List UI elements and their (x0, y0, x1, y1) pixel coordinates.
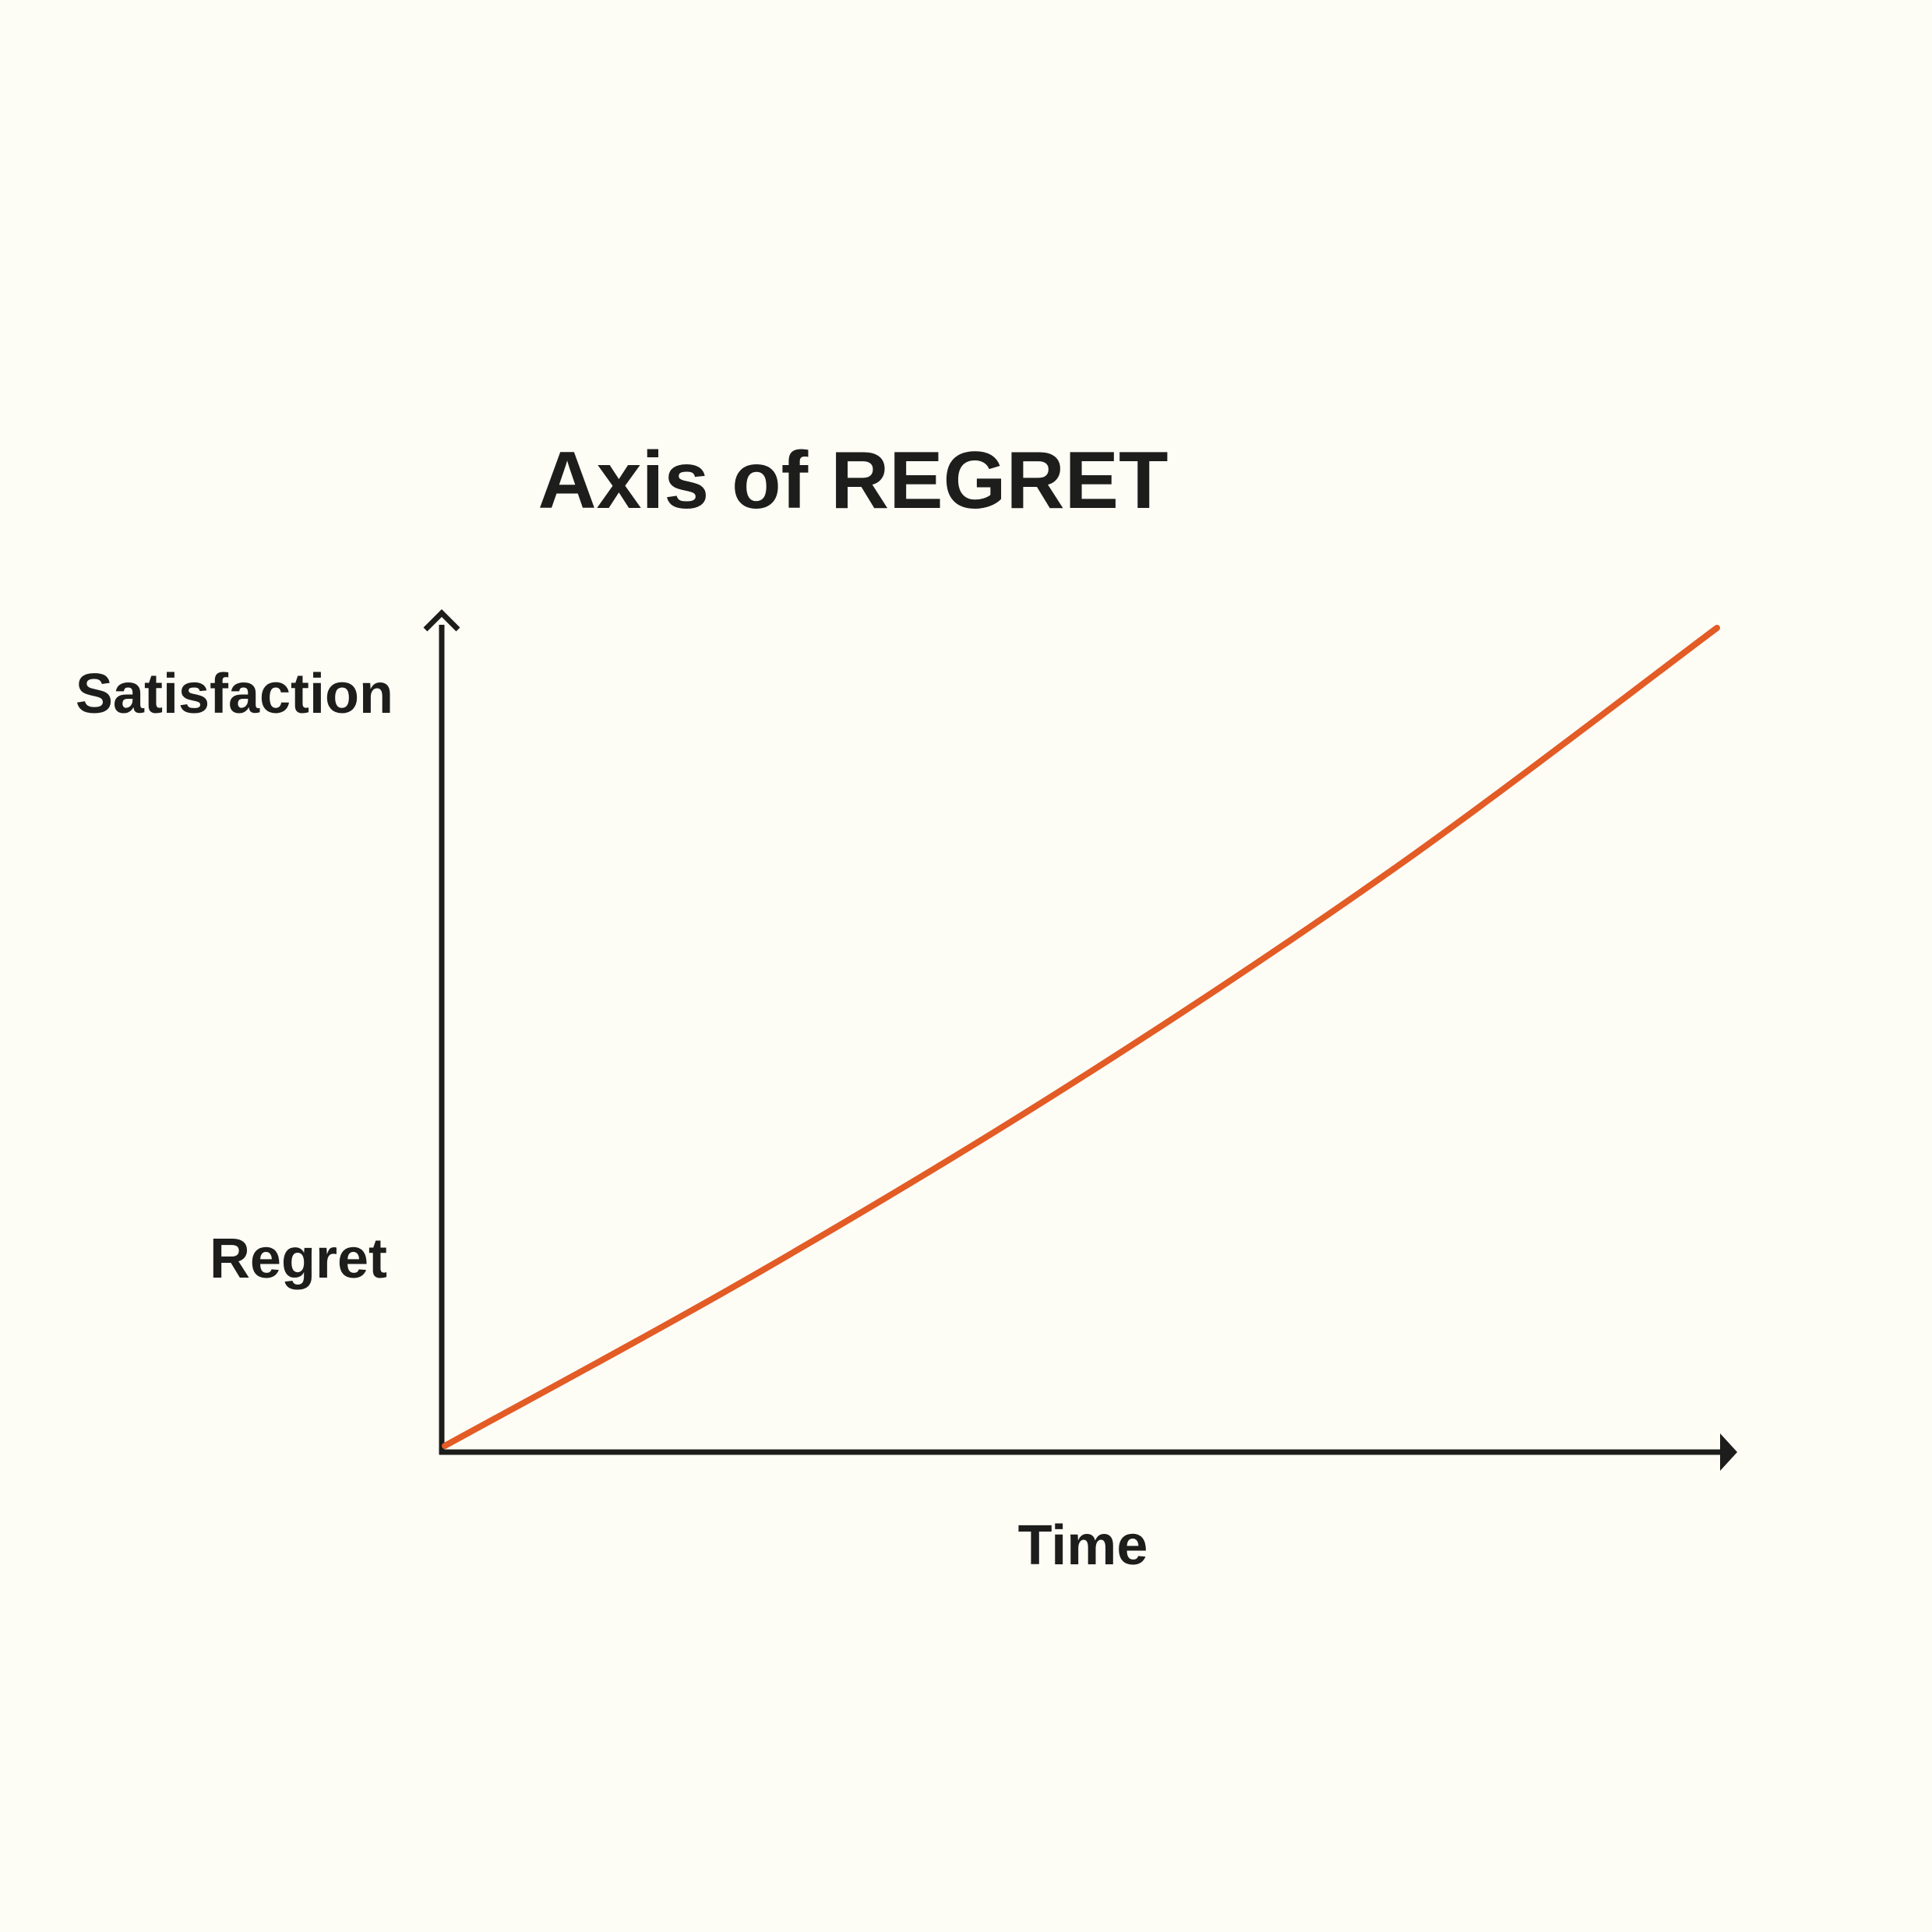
chart-title: Axis of REGRET (538, 435, 1169, 526)
y-axis-label-satisfaction: Satisfaction (76, 663, 393, 725)
x-axis-arrowhead (1720, 1433, 1737, 1471)
x-axis-label: Time (1018, 1514, 1148, 1577)
series-layer (442, 625, 1720, 1449)
y-axis-arrowhead (423, 609, 460, 632)
y-axis-label-regret: Regret (210, 1228, 387, 1290)
series-line-0 (442, 625, 1720, 1449)
